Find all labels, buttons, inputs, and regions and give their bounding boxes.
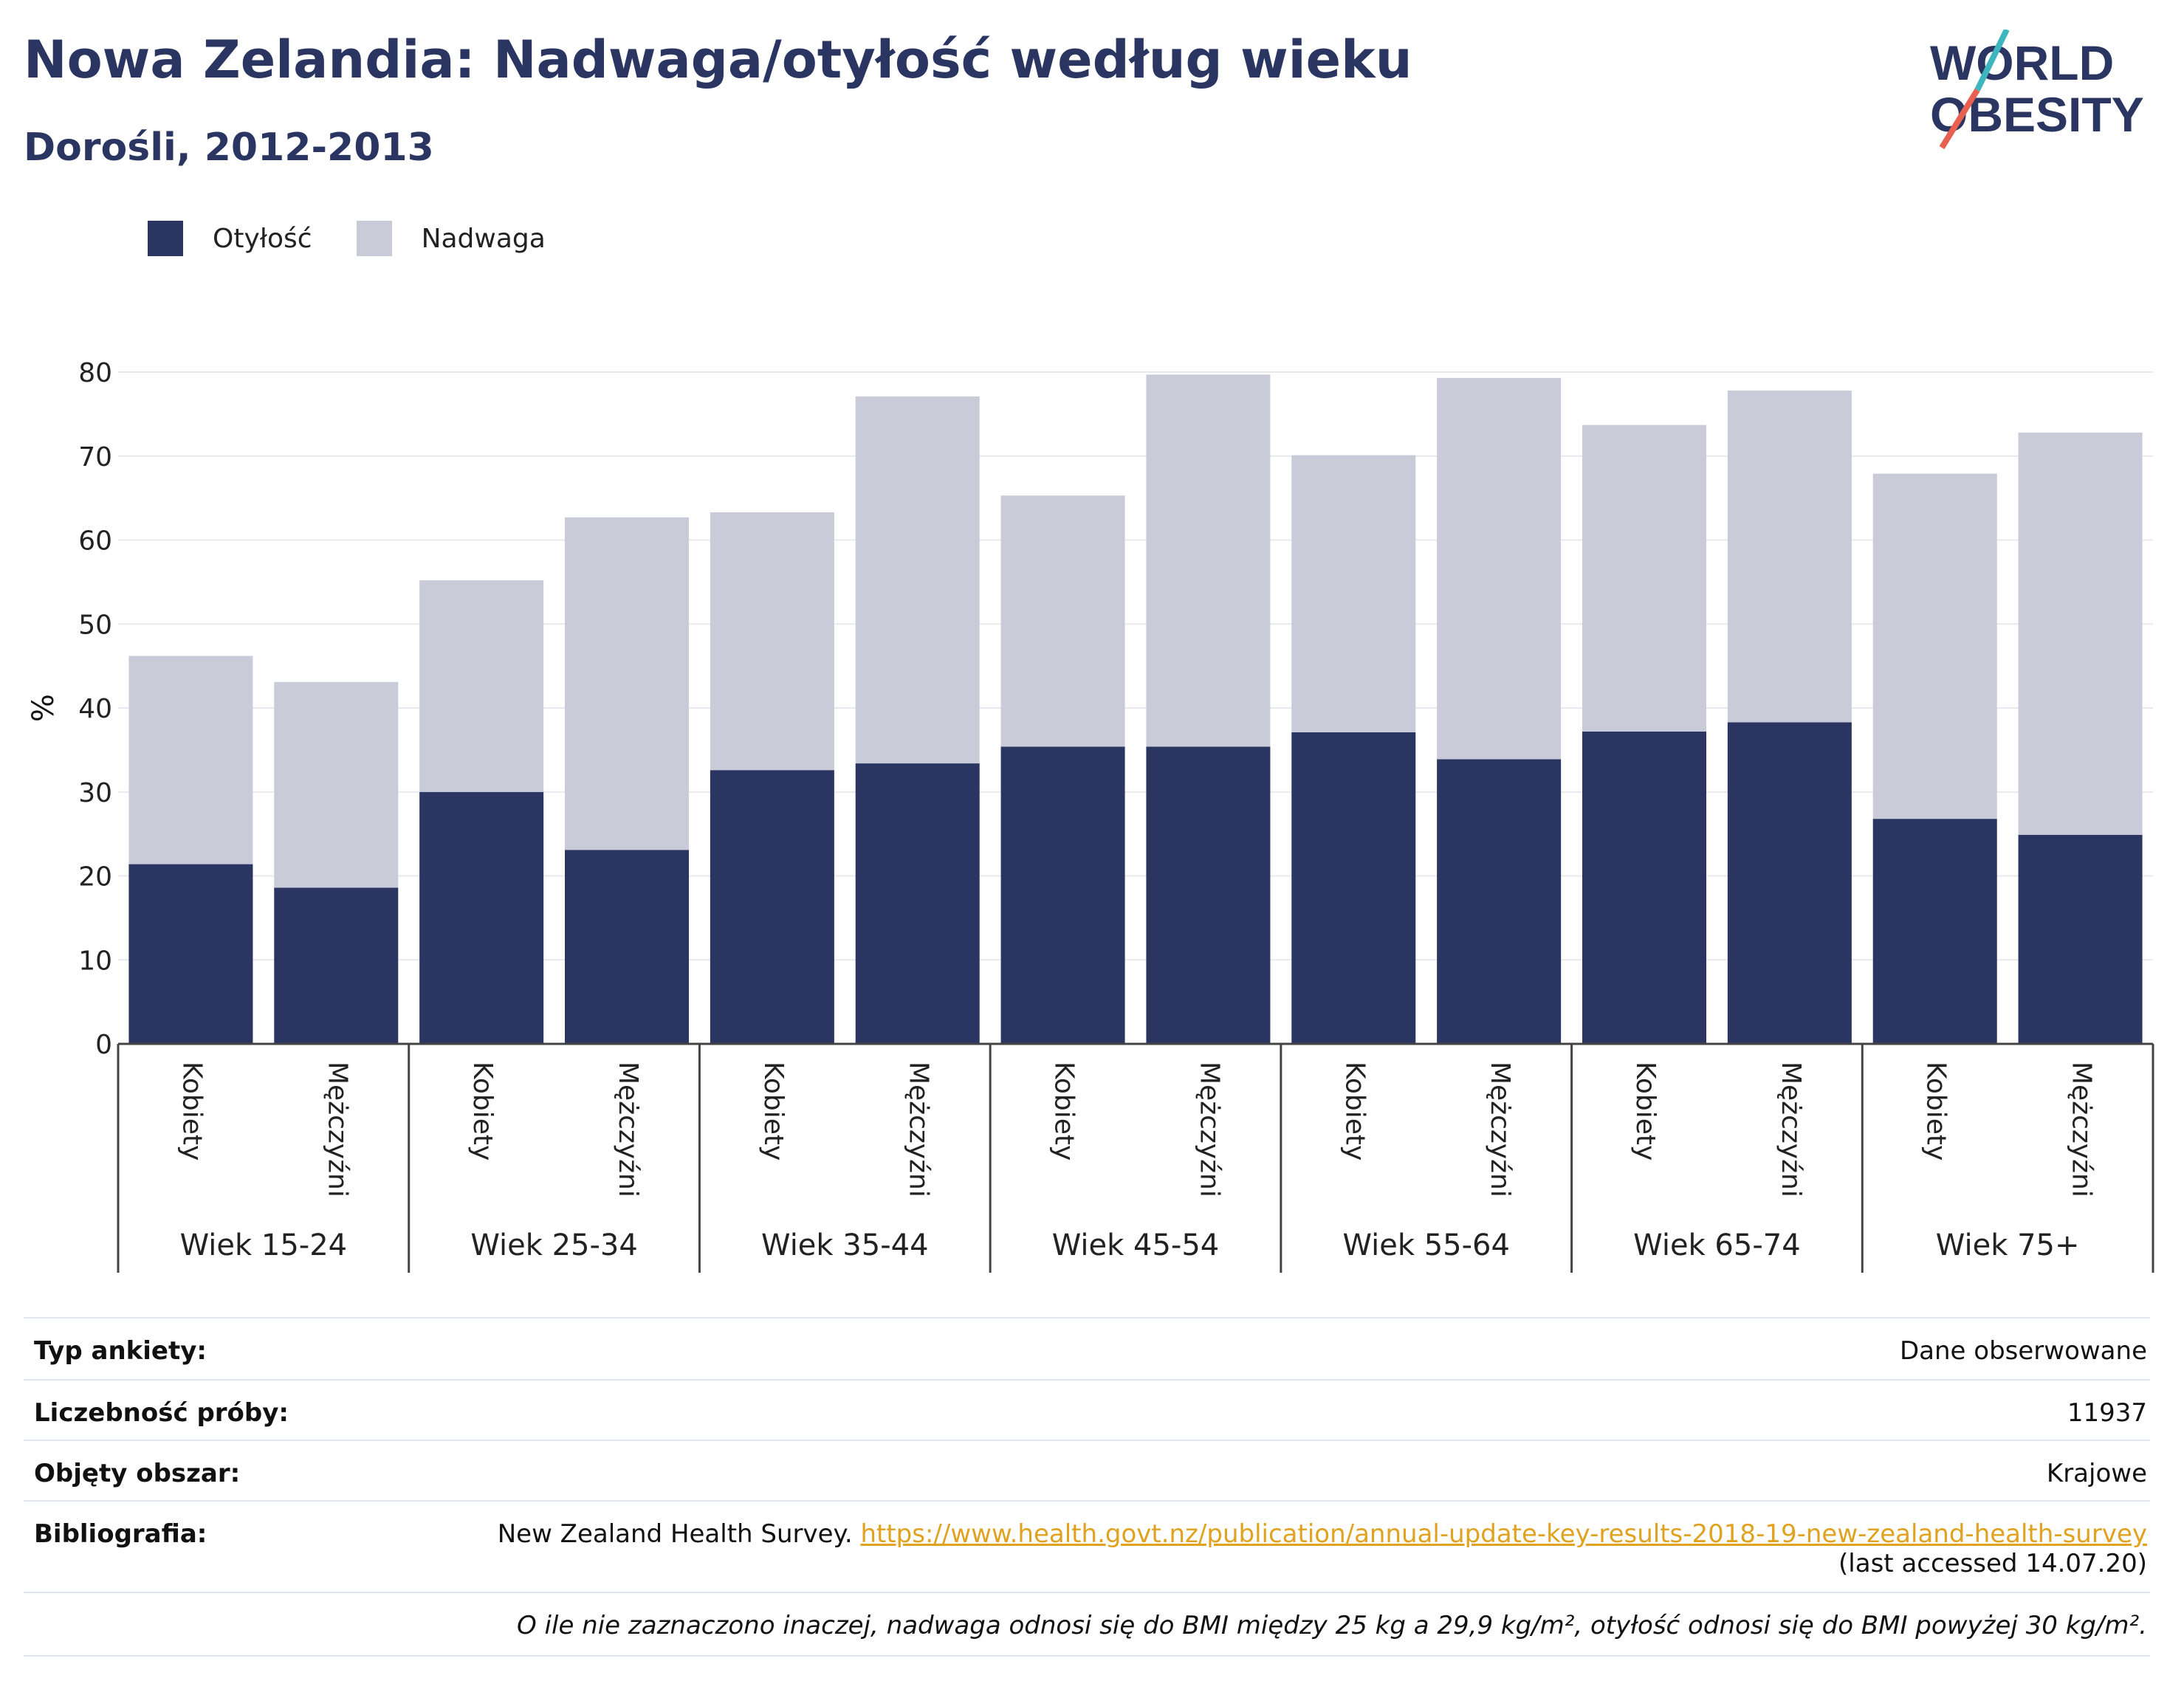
bar-obesity [1727,722,1852,1044]
x-subcategory-label: Kobiety [758,1062,789,1161]
legend-swatch-overweight [356,221,392,256]
x-subcategory-label: Mężczyźni [2067,1062,2097,1197]
x-subcategory-label: Kobiety [1049,1062,1079,1161]
x-subcategory-label: Kobiety [1921,1062,1951,1161]
bar-obesity [855,763,980,1044]
survey-type-value: Dane obserwowane [1899,1336,2147,1366]
bar-obesity [1437,759,1562,1044]
bar-overweight [710,512,834,771]
bar-obesity [274,887,399,1044]
info-row-sample: Liczebność próby: 11937 [24,1379,2150,1441]
y-tick-label: 10 [78,946,112,976]
page-subtitle: Dorośli, 2012-2013 [24,126,434,170]
bibliography-text: New Zealand Health Survey. [497,1519,853,1549]
y-tick-label: 60 [78,526,112,557]
x-subcategory-label: Mężczyźni [1776,1062,1806,1197]
bar-overweight [274,681,399,888]
bibliography-accessed: (last accessed 14.07.20) [1838,1549,2147,1578]
y-tick-label: 40 [78,694,112,724]
bar-overweight [1872,473,1997,819]
y-tick-label: 70 [78,442,112,472]
bibliography-link[interactable]: https://www.health.govt.nz/publication/a… [860,1519,2147,1549]
bar-obesity [1000,746,1125,1044]
bar-obesity [419,791,544,1044]
bar-obesity [1291,732,1416,1044]
x-subcategory-label: Mężczyźni [613,1062,643,1197]
sample-label: Liczebność próby: [34,1398,289,1428]
x-subcategory-label: Mężczyźni [322,1062,352,1197]
x-subcategory-label: Kobiety [467,1062,498,1161]
bibliography-label: Bibliografia: [34,1519,207,1549]
bar-overweight [1000,495,1125,747]
x-subcategory-label: Mężczyźni [1194,1062,1224,1197]
bar-obesity [1146,746,1271,1044]
bar-obesity [128,864,253,1044]
bar-obesity [565,850,689,1044]
x-group-label: Wiek 15-24 [180,1228,348,1262]
bar-overweight [1291,455,1416,732]
x-group-label: Wiek 35-44 [761,1228,929,1262]
bar-obesity [1872,819,1997,1044]
x-group-label: Wiek 55-64 [1342,1228,1510,1262]
bar-overweight [1582,424,1706,732]
bar-overweight [419,580,544,792]
page-title: Nowa Zelandia: Nadwaga/otyłość według wi… [24,30,1412,90]
info-row-bibliography: Bibliografia: New Zealand Health Survey.… [24,1500,2150,1593]
info-row-survey-type: Typ ankiety: Dane obserwowane [24,1317,2150,1381]
info-row-area: Objęty obszar: Krajowe [24,1440,2150,1502]
legend-swatch-obesity [148,221,183,256]
bar-overweight [565,517,689,850]
x-subcategory-label: Mężczyźni [1485,1062,1515,1197]
y-tick-label: 80 [78,358,112,388]
x-group-label: Wiek 75+ [1936,1228,2080,1262]
y-tick-label: 0 [95,1030,112,1060]
y-tick-label: 20 [78,862,112,893]
legend-label-obesity: Otyłość [213,223,312,254]
bibliography-value: New Zealand Health Survey. https://www.h… [498,1519,2147,1578]
x-group-label: Wiek 45-54 [1052,1228,1220,1262]
bar-obesity [710,770,834,1044]
bar-overweight [128,656,253,864]
survey-type-label: Typ ankiety: [34,1336,207,1366]
x-subcategory-label: Kobiety [1339,1062,1370,1161]
y-axis-label: % [27,694,61,722]
chart-legend: Otyłość Nadwaga [148,219,590,258]
x-subcategory-label: Kobiety [176,1062,207,1161]
svg-text:WORLD: WORLD [1930,35,2114,90]
y-tick-label: 30 [78,778,112,808]
sample-value: 11937 [2067,1398,2147,1428]
bar-overweight [2018,432,2143,835]
area-label: Objęty obszar: [34,1459,241,1488]
bar-overweight [1437,377,1562,760]
bar-obesity [1582,731,1706,1044]
x-group-label: Wiek 25-34 [470,1228,638,1262]
x-group-label: Wiek 65-74 [1633,1228,1801,1262]
bar-overweight [855,396,980,764]
bar-overweight [1727,391,1852,723]
info-row-note: O ile nie zaznaczono inaczej, nadwaga od… [24,1592,2150,1657]
bar-obesity [2018,834,2143,1044]
x-subcategory-label: Mężczyźni [904,1062,934,1197]
x-subcategory-label: Kobiety [1630,1062,1661,1161]
stacked-bar-chart: 0 10 20 30 40 50 60 70 80% Kobiety Mężczyźni Kobiet… [27,358,2154,1273]
world-obesity-logo: WORLD OBESITY [1930,30,2144,150]
area-value: Krajowe [2046,1459,2147,1488]
y-tick-label: 50 [78,610,112,640]
bar-overweight [1146,374,1271,747]
legend-label-overweight: Nadwaga [421,223,546,254]
definition-note: O ile nie zaznaczono inaczej, nadwaga od… [516,1611,2147,1640]
